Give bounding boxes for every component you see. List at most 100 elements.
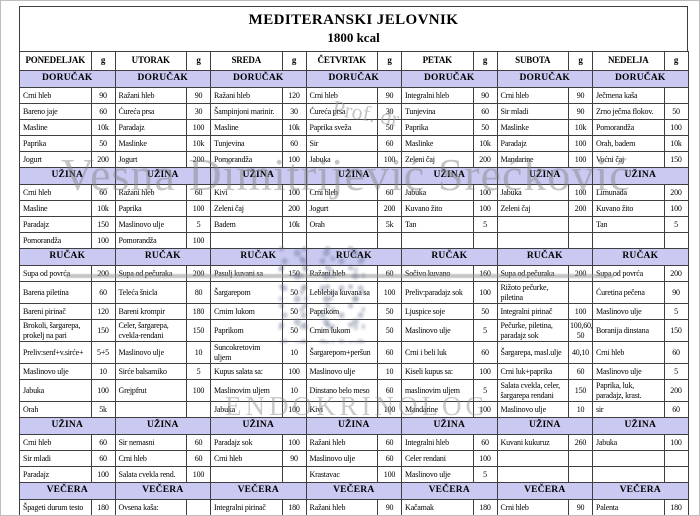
menu-item-cell: Orah, badem (592, 135, 665, 152)
menu-row: Masline 10k Paradajz 100 Masline 10k Paprika s… (19, 119, 689, 136)
section-header-cell: UŽINA (592, 417, 689, 435)
grams-cell: 10 (90, 363, 116, 380)
menu-row: Bareno jaje 60 Ćureća prsa 30 Šampinjoni mar… (19, 103, 689, 120)
grams-cell: 60 (663, 341, 689, 364)
grams-cell: 200 (186, 265, 211, 282)
grams-cell: 50 (90, 135, 116, 152)
grams-cell: 260 (568, 434, 593, 451)
menu-item-cell: Sočivo kuvano (401, 265, 474, 282)
grams-cell (663, 466, 689, 483)
grams-cell: 10k (90, 119, 116, 136)
menu-item-cell: Integralni pirinač (210, 499, 283, 515)
section-header-cell: VEČERA (305, 482, 402, 500)
menu-row: Bareni pirinač 120 Bareni krompir 180 Crnim … (19, 303, 689, 320)
menu-row: Paprika 50 Maslinke 10k Tunjevina 60 Sir 60 Masl… (19, 135, 689, 152)
menu-item-cell (305, 232, 378, 249)
grams-cell: 60 (663, 401, 689, 418)
menu-table: PONEDELJAK g UTORAK g SREDA g ČETVRTAK g PETAK g S… (19, 51, 689, 515)
section-header-cell: DORUČAK (496, 70, 593, 88)
section-header-cell: RUČAK (305, 248, 402, 266)
grams-cell: 5k (377, 216, 402, 233)
grams-cell: 60 (472, 434, 498, 451)
menu-item-cell: Maslinke (114, 135, 187, 152)
menu-item-cell: Ražani hleb (114, 184, 187, 201)
menu-item-cell: Crni hleb (210, 450, 283, 467)
menu-item-cell: Tan (401, 216, 474, 233)
grams-cell: 200 (186, 151, 211, 168)
menu-row: Barena piletina 60 Teleća šnicla 80 Šargarep… (19, 281, 689, 304)
grams-cell: 200 (663, 184, 689, 201)
grams-cell: 60 (472, 103, 498, 120)
grams-cell: 150 (186, 319, 211, 342)
menu-item-cell: Maslinovo ulje (114, 341, 187, 364)
section-header-cell: DORUČAK (592, 70, 689, 88)
grams-cell (663, 232, 689, 249)
grams-cell: 5 (472, 216, 498, 233)
menu-row: Preliv:senf+v.sirće+ 5+5 Maslinovo ulje 10 S… (19, 341, 689, 364)
grams-cell: 60 (281, 135, 307, 152)
grams-cell: 100 (90, 466, 116, 483)
grams-cell: 10 (377, 363, 402, 380)
menu-item-cell: Leblebija kuvana sa (305, 281, 378, 304)
menu-item-cell: Tan (592, 216, 665, 233)
menu-item-cell: Ječmena kaša (592, 87, 665, 104)
menu-item-cell: Zrno ječma flokov. (592, 103, 665, 120)
section-header-cell: UŽINA (496, 167, 593, 185)
section-header-cell: VEČERA (19, 482, 116, 500)
grams-cell: 100 (377, 151, 402, 168)
grams-cell: 180 (281, 499, 307, 515)
grams-cell: 50 (472, 303, 498, 320)
grams-cell: 10k (663, 135, 689, 152)
section-header-cell: UŽINA (592, 167, 689, 185)
menu-item-cell: Jabuka (305, 151, 378, 168)
menu-item-cell: Jogurt (19, 151, 92, 168)
menu-item-cell: Supa od pečuraka (114, 265, 187, 282)
grams-cell: 100 (281, 363, 307, 380)
grams-cell: 150 (90, 319, 116, 342)
grams-cell: 100 (472, 401, 498, 418)
menu-item-cell: Jogurt (114, 151, 187, 168)
menu-item-cell: Špageti durum testo (19, 499, 92, 515)
grams-cell: 200 (568, 265, 593, 282)
section-header-cell: RUČAK (210, 248, 307, 266)
grams-cell (568, 450, 593, 467)
menu-row: Paradajz 100 Salata cvekla rend. 100 Krastav… (19, 466, 689, 483)
grams-cell: 90 (90, 87, 116, 104)
day-header-cell: SUBOTA (496, 51, 569, 71)
menu-item-cell (114, 401, 187, 418)
menu-item-cell: Boranija dinstana (592, 319, 665, 342)
grams-cell: 100 (377, 466, 402, 483)
menu-item-cell (401, 232, 474, 249)
grams-cell (281, 232, 307, 249)
menu-row: Maslinovo ulje 10 Sirće balsamiko 5 Kupus sa… (19, 363, 689, 380)
grams-header-cell: g (377, 51, 402, 71)
page-subtitle-kcal: 1800 kcal (327, 30, 380, 45)
menu-item-cell: Crnim lukom (305, 319, 378, 342)
menu-item-cell: Integralni pirinač (496, 303, 569, 320)
menu-row: Pomorandža 100 Pomorandža 100 (19, 232, 689, 249)
menu-item-cell: Zeleni čaj (210, 200, 283, 217)
menu-item-cell: Crni luk+paprika (496, 363, 569, 380)
grams-cell: 200 (90, 265, 116, 282)
menu-item-cell: Ćureća prsa (114, 103, 187, 120)
section-header-cell: VEČERA (114, 482, 211, 500)
menu-item-cell: Mandarine (401, 401, 474, 418)
grams-cell: 100 (90, 232, 116, 249)
menu-row: Crni hleb 60 Ražani hleb 60 Kivi 100 Crni hleb… (19, 184, 689, 201)
grams-cell: 200 (663, 379, 689, 402)
day-header-cell: PONEDELJAK (19, 51, 92, 71)
grams-cell: 200 (568, 200, 593, 217)
grams-cell: 60 (90, 281, 116, 304)
section-header-cell: DORUČAK (305, 70, 402, 88)
menu-item-cell: Crni hleb (496, 87, 569, 104)
menu-item-cell: Brokoli, šargarepa, prokelj na pari (19, 319, 92, 342)
grams-cell: 10k (90, 200, 116, 217)
menu-item-cell: Pomorandža (210, 151, 283, 168)
grams-cell (377, 232, 402, 249)
menu-item-cell: Paprika (19, 135, 92, 152)
menu-item-cell: Paprika (401, 119, 474, 136)
grams-header-cell: g (186, 51, 211, 71)
menu-item-cell: Ćuretina pečena (592, 281, 665, 304)
grams-cell: 80 (186, 281, 211, 304)
menu-item-cell: Maslinovo ulje (592, 303, 665, 320)
